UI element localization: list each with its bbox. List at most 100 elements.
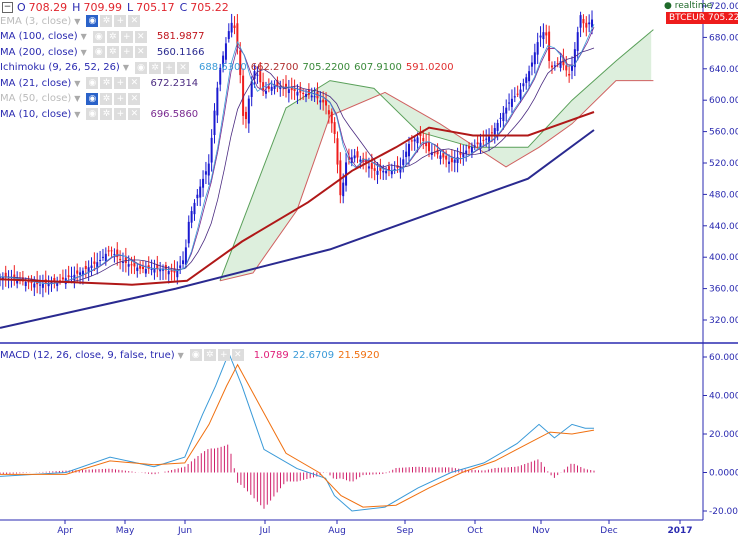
indicator-label[interactable]: MA (50, close): [0, 93, 72, 104]
plus-icon[interactable]: +: [114, 15, 127, 27]
y-tick-label: 560.00: [709, 128, 738, 138]
close-icon[interactable]: ✕: [134, 46, 147, 58]
indicator-label[interactable]: MA (200, close): [0, 46, 78, 58]
x-tick-label: Nov: [532, 526, 550, 535]
candle-body: [359, 159, 362, 162]
candle-body: [393, 168, 396, 171]
chevron-down-icon[interactable]: ▼: [80, 32, 87, 41]
candle-body: [459, 152, 462, 155]
gear-icon[interactable]: ✲: [100, 108, 113, 120]
candle-body: [124, 257, 127, 264]
plus-icon[interactable]: +: [114, 77, 127, 89]
gear-icon[interactable]: ✲: [100, 77, 113, 89]
gear-icon[interactable]: ✲: [100, 92, 113, 105]
plus-icon[interactable]: +: [163, 61, 175, 74]
candle-body: [559, 61, 562, 68]
indicator-label[interactable]: MA (21, close): [0, 77, 72, 89]
macd-y-tick-label: 60.0000: [709, 353, 738, 363]
chevron-down-icon[interactable]: ▼: [74, 109, 81, 119]
candle-body: [110, 250, 113, 252]
candle-body: [285, 83, 287, 89]
plus-icon[interactable]: +: [217, 349, 230, 361]
eye-icon[interactable]: ◉: [86, 92, 99, 105]
chevron-down-icon[interactable]: ▼: [122, 63, 129, 72]
y-tick-label: 400.00: [709, 253, 738, 263]
collapse-icon[interactable]: −: [2, 1, 13, 13]
ichimoku-tenkan-line: [0, 23, 595, 285]
eye-icon[interactable]: ◉: [189, 349, 202, 361]
eye-icon[interactable]: ◉: [86, 15, 99, 27]
candle-body: [230, 22, 233, 33]
candle-body: [456, 157, 459, 163]
h-label: H: [72, 0, 81, 14]
plus-icon[interactable]: +: [114, 108, 127, 120]
candle-body: [416, 137, 419, 144]
close-icon[interactable]: ✕: [128, 15, 141, 27]
eye-icon[interactable]: ◉: [86, 108, 99, 120]
candle-body: [582, 19, 585, 24]
candle-body: [519, 89, 522, 99]
candle-body: [402, 159, 405, 166]
eye-icon[interactable]: ◉: [86, 77, 99, 89]
chevron-down-icon[interactable]: ▼: [177, 350, 184, 360]
candle-body: [310, 95, 313, 98]
candle-body: [144, 268, 147, 274]
eye-icon[interactable]: ◉: [92, 46, 105, 58]
candle-body: [121, 261, 124, 263]
gear-icon[interactable]: ✲: [106, 46, 119, 58]
chevron-down-icon[interactable]: ▼: [74, 94, 81, 103]
chevron-down-icon[interactable]: ▼: [74, 78, 81, 88]
candle-body: [76, 270, 79, 274]
close-icon[interactable]: ✕: [177, 61, 189, 74]
indicator-label[interactable]: EMA (3, close): [0, 15, 72, 27]
candle-body: [216, 87, 219, 116]
gear-icon[interactable]: ✲: [100, 15, 113, 27]
gear-icon[interactable]: ✲: [149, 61, 161, 74]
x-tick-label: May: [116, 526, 135, 535]
candle-body: [227, 31, 230, 40]
candle-body: [16, 280, 19, 284]
candle-body: [376, 170, 379, 175]
close-icon[interactable]: ✕: [134, 30, 147, 43]
candle-body: [565, 65, 568, 71]
candle-body: [67, 275, 70, 278]
close-icon[interactable]: ✕: [128, 92, 141, 105]
eye-icon[interactable]: ◉: [92, 30, 105, 43]
candle-body: [99, 259, 102, 261]
candle-body: [142, 266, 144, 269]
close-icon[interactable]: ✕: [231, 349, 244, 361]
plus-icon[interactable]: +: [120, 46, 133, 58]
plus-icon[interactable]: +: [120, 30, 133, 43]
candle-body: [490, 132, 493, 134]
realtime-label: realtime: [674, 1, 713, 11]
candle-body: [90, 265, 93, 268]
candle-body: [462, 152, 465, 158]
candle-body: [233, 25, 236, 28]
gear-icon[interactable]: ✲: [203, 349, 216, 361]
gear-icon[interactable]: ✲: [106, 30, 119, 43]
candle-body: [236, 23, 239, 48]
candle-body: [445, 155, 448, 160]
eye-icon[interactable]: ◉: [135, 61, 147, 74]
candle-body: [353, 155, 356, 159]
indicator-label[interactable]: MA (10, close): [0, 108, 72, 120]
macd-y-tick-label: -20.0000: [709, 507, 738, 517]
indicator-label[interactable]: MA (100, close): [0, 31, 78, 42]
chevron-down-icon[interactable]: ▼: [74, 16, 81, 26]
candle-body: [156, 264, 159, 269]
plus-icon[interactable]: +: [114, 92, 127, 105]
candle-body: [419, 132, 422, 136]
candle-body: [573, 49, 576, 68]
chevron-down-icon[interactable]: ▼: [80, 47, 87, 57]
candle-body: [153, 268, 156, 273]
candle-body: [84, 265, 87, 269]
candle-body: [47, 282, 50, 287]
close-icon[interactable]: ✕: [128, 77, 141, 89]
x-tick-label: Jul: [259, 526, 271, 535]
candle-body: [187, 221, 190, 244]
macd-legend-label[interactable]: MACD (12, 26, close, 9, false, true): [0, 349, 175, 361]
candle-body: [513, 96, 516, 98]
close-icon[interactable]: ✕: [128, 108, 141, 120]
indicator-label[interactable]: Ichimoku (9, 26, 52, 26): [0, 62, 120, 73]
